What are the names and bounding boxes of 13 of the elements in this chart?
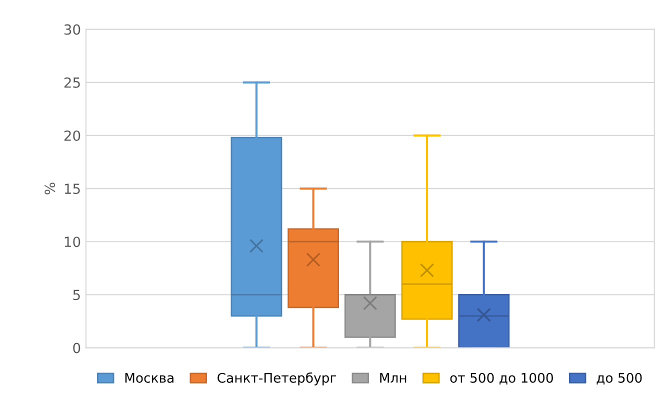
legend-label: Москва [125,373,174,383]
y-axis-title: % [44,182,56,194]
y-tick-label: 15 [64,184,80,194]
legend-label: Санкт-Петербург [218,372,336,386]
y-tick-label: 5 [73,290,80,300]
legend-label: от 500 до 1000 [450,372,553,384]
y-tick-label: 20 [64,130,80,141]
y-tick-label: 25 [64,77,80,88]
legend-label: до 500 [596,372,642,384]
y-tick-label: 10 [64,236,80,248]
legend-label: Млн [380,373,406,383]
y-tick-label: 30 [64,24,80,35]
y-tick-label: 0 [73,342,80,354]
